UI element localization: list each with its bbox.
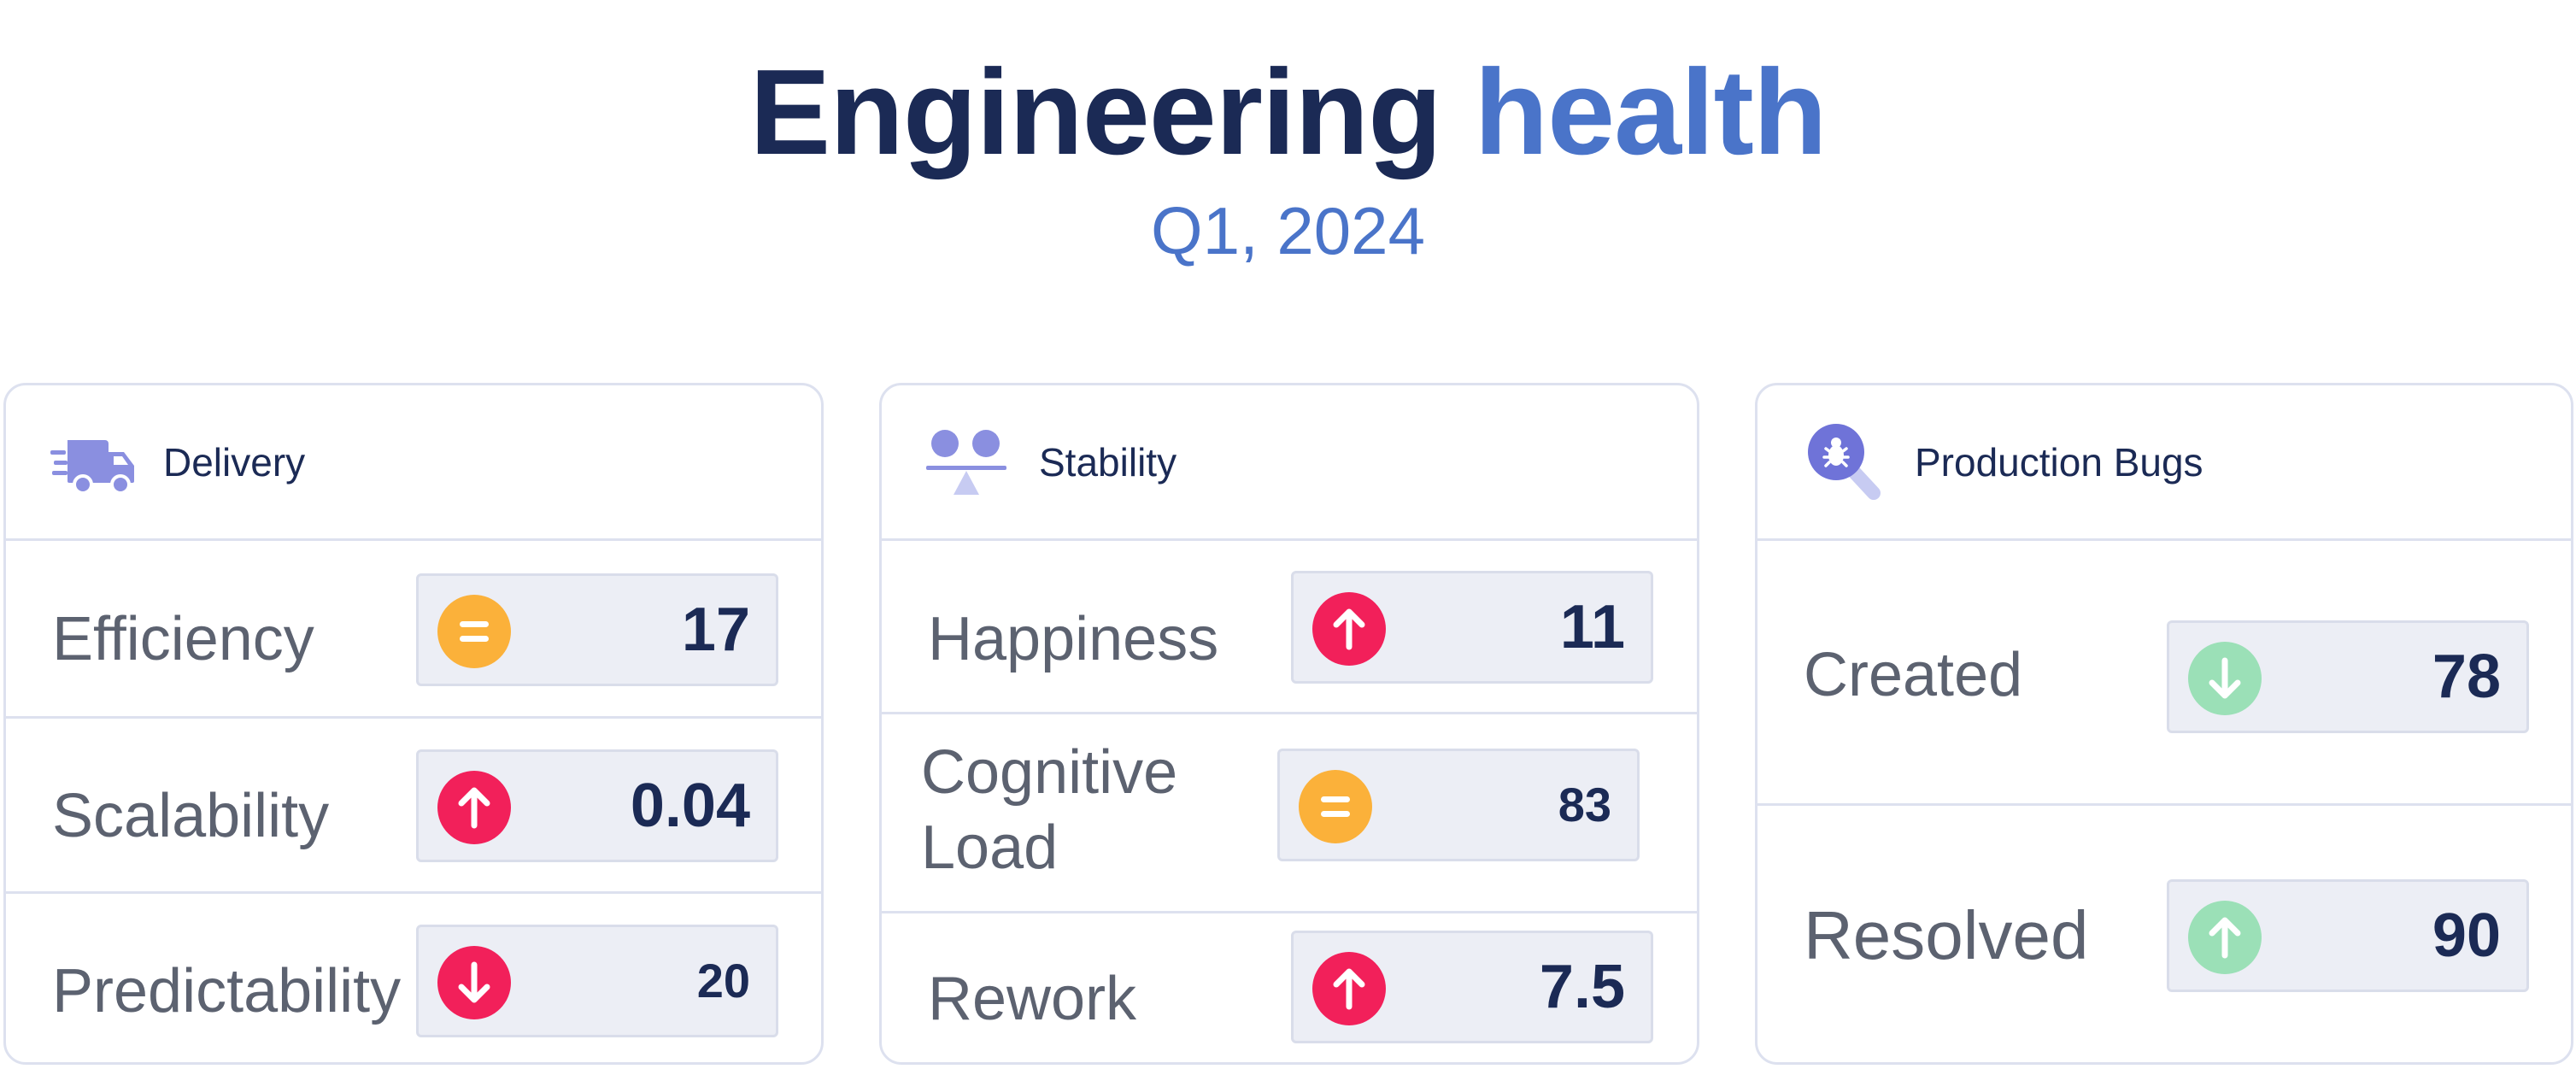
card-stability: Stability Happiness 11 Cognitive Load 83… — [879, 383, 1699, 1065]
metric-value: 11 — [1559, 593, 1625, 661]
card-title: Production Bugs — [1915, 440, 2203, 485]
metric-row-predictability: Predictability 20 — [6, 894, 821, 1062]
trend-up-icon — [2188, 901, 2262, 974]
metric-row-rework: Rework 7.5 — [882, 913, 1697, 1062]
metric-label: Happiness — [928, 605, 1219, 673]
metric-value: 78 — [2432, 643, 2501, 711]
metric-value-box: 0.04 — [416, 749, 778, 862]
metric-row-happiness: Happiness 11 — [882, 543, 1697, 714]
metric-value-box: 20 — [416, 925, 778, 1037]
page-title-part1: Engineering — [749, 44, 1442, 180]
metric-label-line2: Load — [921, 813, 1059, 882]
metric-label: Predictability — [52, 957, 402, 1025]
card-header: Production Bugs — [1757, 385, 2571, 541]
balance-scale-icon — [926, 428, 1015, 496]
bug-search-icon — [1807, 423, 1889, 505]
metric-row-created: Created 78 — [1757, 543, 2571, 806]
metric-value-box: 17 — [416, 573, 778, 686]
metric-value: 20 — [696, 954, 750, 1007]
trend-down-icon — [2188, 642, 2262, 715]
metric-value-box: 7.5 — [1291, 931, 1653, 1043]
metric-row-scalability: Scalability 0.04 — [6, 719, 821, 894]
metric-value-box: 83 — [1277, 749, 1640, 861]
trend-up-icon — [1312, 592, 1386, 666]
metric-value: 90 — [2432, 902, 2501, 970]
page-title-part2: health — [1474, 44, 1827, 180]
metric-label: Created — [1804, 641, 2023, 709]
metric-label: Rework — [928, 965, 1137, 1033]
trend-down-icon — [437, 946, 511, 1019]
metric-value-box: 78 — [2167, 620, 2529, 733]
metric-label: Resolved — [1804, 897, 2089, 973]
metric-label: Efficiency — [52, 605, 314, 673]
trend-equal-icon — [437, 595, 511, 668]
trend-up-icon — [1312, 952, 1386, 1025]
metric-value: 17 — [681, 596, 750, 664]
metric-row-cognitive-load: Cognitive Load 83 — [882, 714, 1697, 913]
delivery-truck-icon — [50, 428, 139, 496]
card-header: Delivery — [6, 385, 821, 541]
trend-equal-icon — [1299, 770, 1372, 843]
metric-label-line1: Cognitive — [921, 738, 1178, 807]
card-header: Stability — [882, 385, 1697, 541]
metric-label: Scalability — [52, 782, 330, 850]
page-title: Engineering health — [0, 44, 2576, 181]
card-delivery: Delivery Efficiency 17 Scalability 0.04 … — [3, 383, 824, 1065]
card-title: Stability — [1039, 440, 1177, 485]
metric-row-resolved: Resolved 90 — [1757, 806, 2571, 1062]
card-title: Delivery — [163, 440, 306, 485]
metric-value: 7.5 — [1539, 953, 1625, 1021]
metric-value: 83 — [1558, 778, 1611, 831]
page-subtitle: Q1, 2024 — [1151, 193, 1425, 268]
card-production-bugs: Production Bugs Created 78 Resolved 90 — [1755, 383, 2573, 1065]
metric-value-box: 11 — [1291, 571, 1653, 684]
trend-up-icon — [437, 771, 511, 844]
metric-value: 0.04 — [630, 772, 750, 840]
metric-row-efficiency: Efficiency 17 — [6, 543, 821, 719]
metric-value-box: 90 — [2167, 879, 2529, 992]
